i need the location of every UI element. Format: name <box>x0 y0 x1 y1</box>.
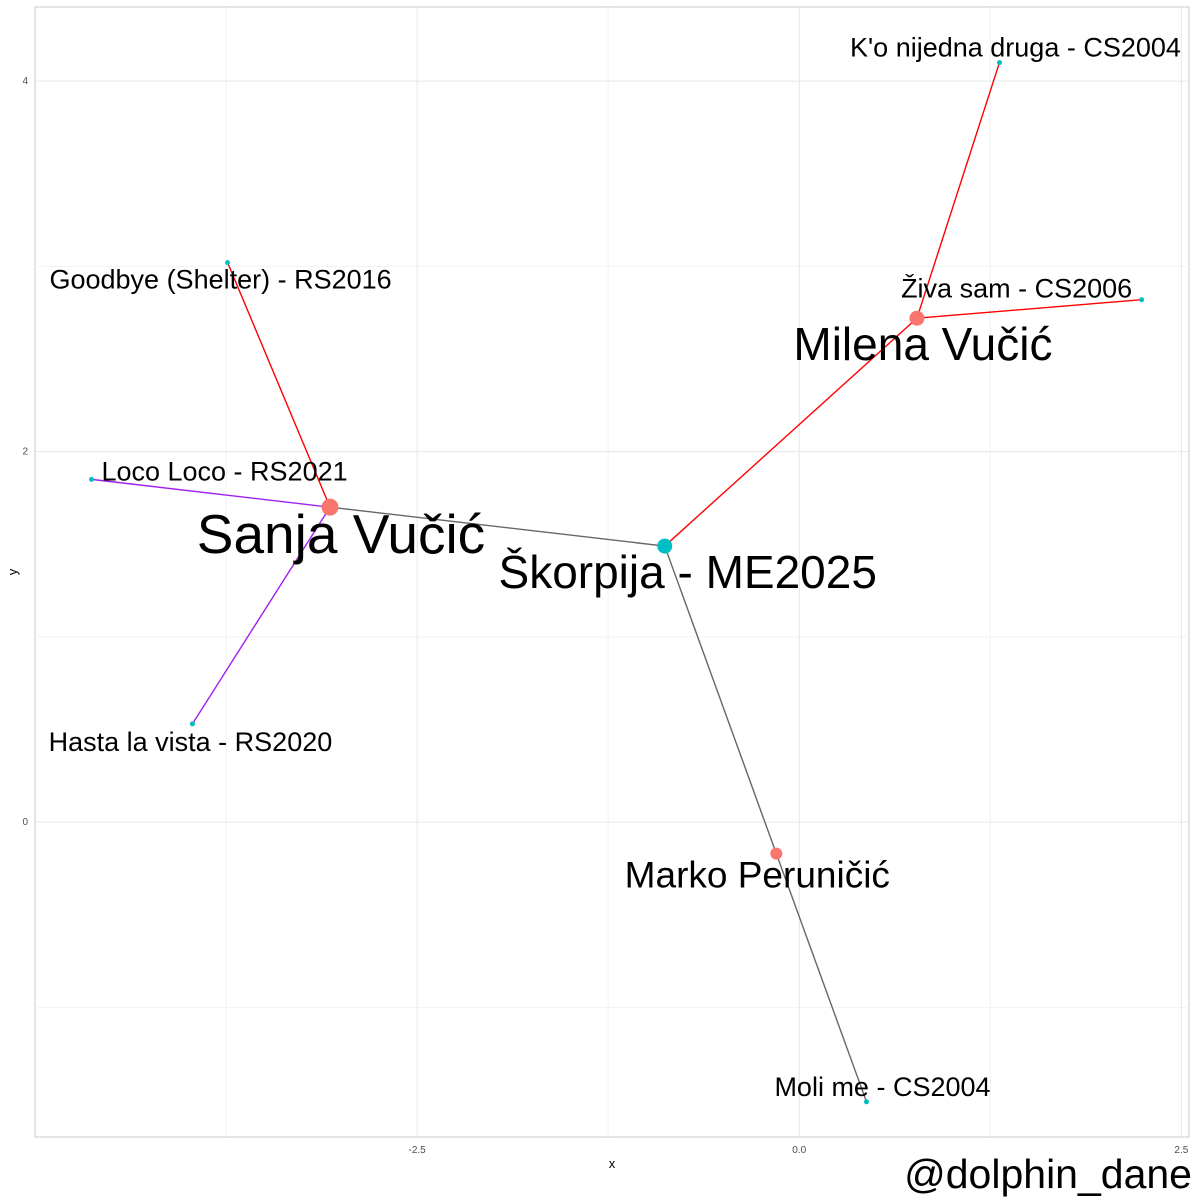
label-goodbye: Goodbye (Shelter) - RS2016 <box>49 265 391 295</box>
node-ko <box>996 60 1002 66</box>
y-axis-title: y <box>5 568 20 575</box>
label-loco: Loco Loco - RS2021 <box>101 456 347 486</box>
node-sanja <box>321 498 339 516</box>
edge-milena-ziva <box>916 298 1142 319</box>
edge-marko-moli <box>775 853 868 1103</box>
axis-ticks: -2.5 0.0 2.5 0 2 4 <box>22 76 1188 1156</box>
edge-skorpija-milena <box>664 317 918 547</box>
x-tick-label: 0.0 <box>792 1145 806 1156</box>
grid <box>35 7 1189 1137</box>
label-hasta: Hasta la vista - RS2020 <box>49 727 333 757</box>
label-moli: Moli me - CS2004 <box>774 1072 990 1102</box>
x-axis-title: x <box>609 1156 616 1171</box>
y-tick-label: 4 <box>22 76 28 87</box>
edge-sanja-loco <box>91 478 331 508</box>
edge-skorpija-marko <box>664 545 777 854</box>
label-sanja: Sanja Vučić <box>197 503 485 565</box>
node-ziva <box>1139 297 1145 303</box>
y-tick-label: 0 <box>22 817 28 828</box>
label-skorpija: Škorpija - ME2025 <box>499 546 877 598</box>
label-milena: Milena Vučić <box>793 318 1052 370</box>
y-tick-label: 2 <box>22 447 28 458</box>
node-labels: Škorpija - ME2025 Sanja Vučić Milena Vučić… <box>49 33 1181 1102</box>
node-marko <box>770 847 783 860</box>
node-goodbye <box>225 260 231 266</box>
x-tick-label: -2.5 <box>409 1145 427 1156</box>
watermark: @dolphin_dane <box>904 1151 1192 1197</box>
label-marko: Marko Peruničić <box>625 855 890 896</box>
node-hasta <box>189 721 195 727</box>
edge-sanja-hasta <box>191 506 331 725</box>
edge-skorpija-sanja <box>329 506 665 547</box>
node-moli <box>863 1099 869 1105</box>
label-ko: K'o nijedna druga - CS2004 <box>850 33 1181 63</box>
edge-sanja-goodbye <box>226 262 331 508</box>
nodes <box>89 60 1145 1105</box>
node-loco <box>89 476 95 482</box>
edge-milena-ko <box>916 62 1001 319</box>
node-skorpija <box>657 538 673 554</box>
x-tick-label: 2.5 <box>1174 1145 1188 1156</box>
plot-panel <box>34 6 1190 1138</box>
edges <box>91 62 1142 1103</box>
node-milena <box>909 310 925 326</box>
label-ziva: Živa sam - CS2006 <box>901 273 1132 304</box>
